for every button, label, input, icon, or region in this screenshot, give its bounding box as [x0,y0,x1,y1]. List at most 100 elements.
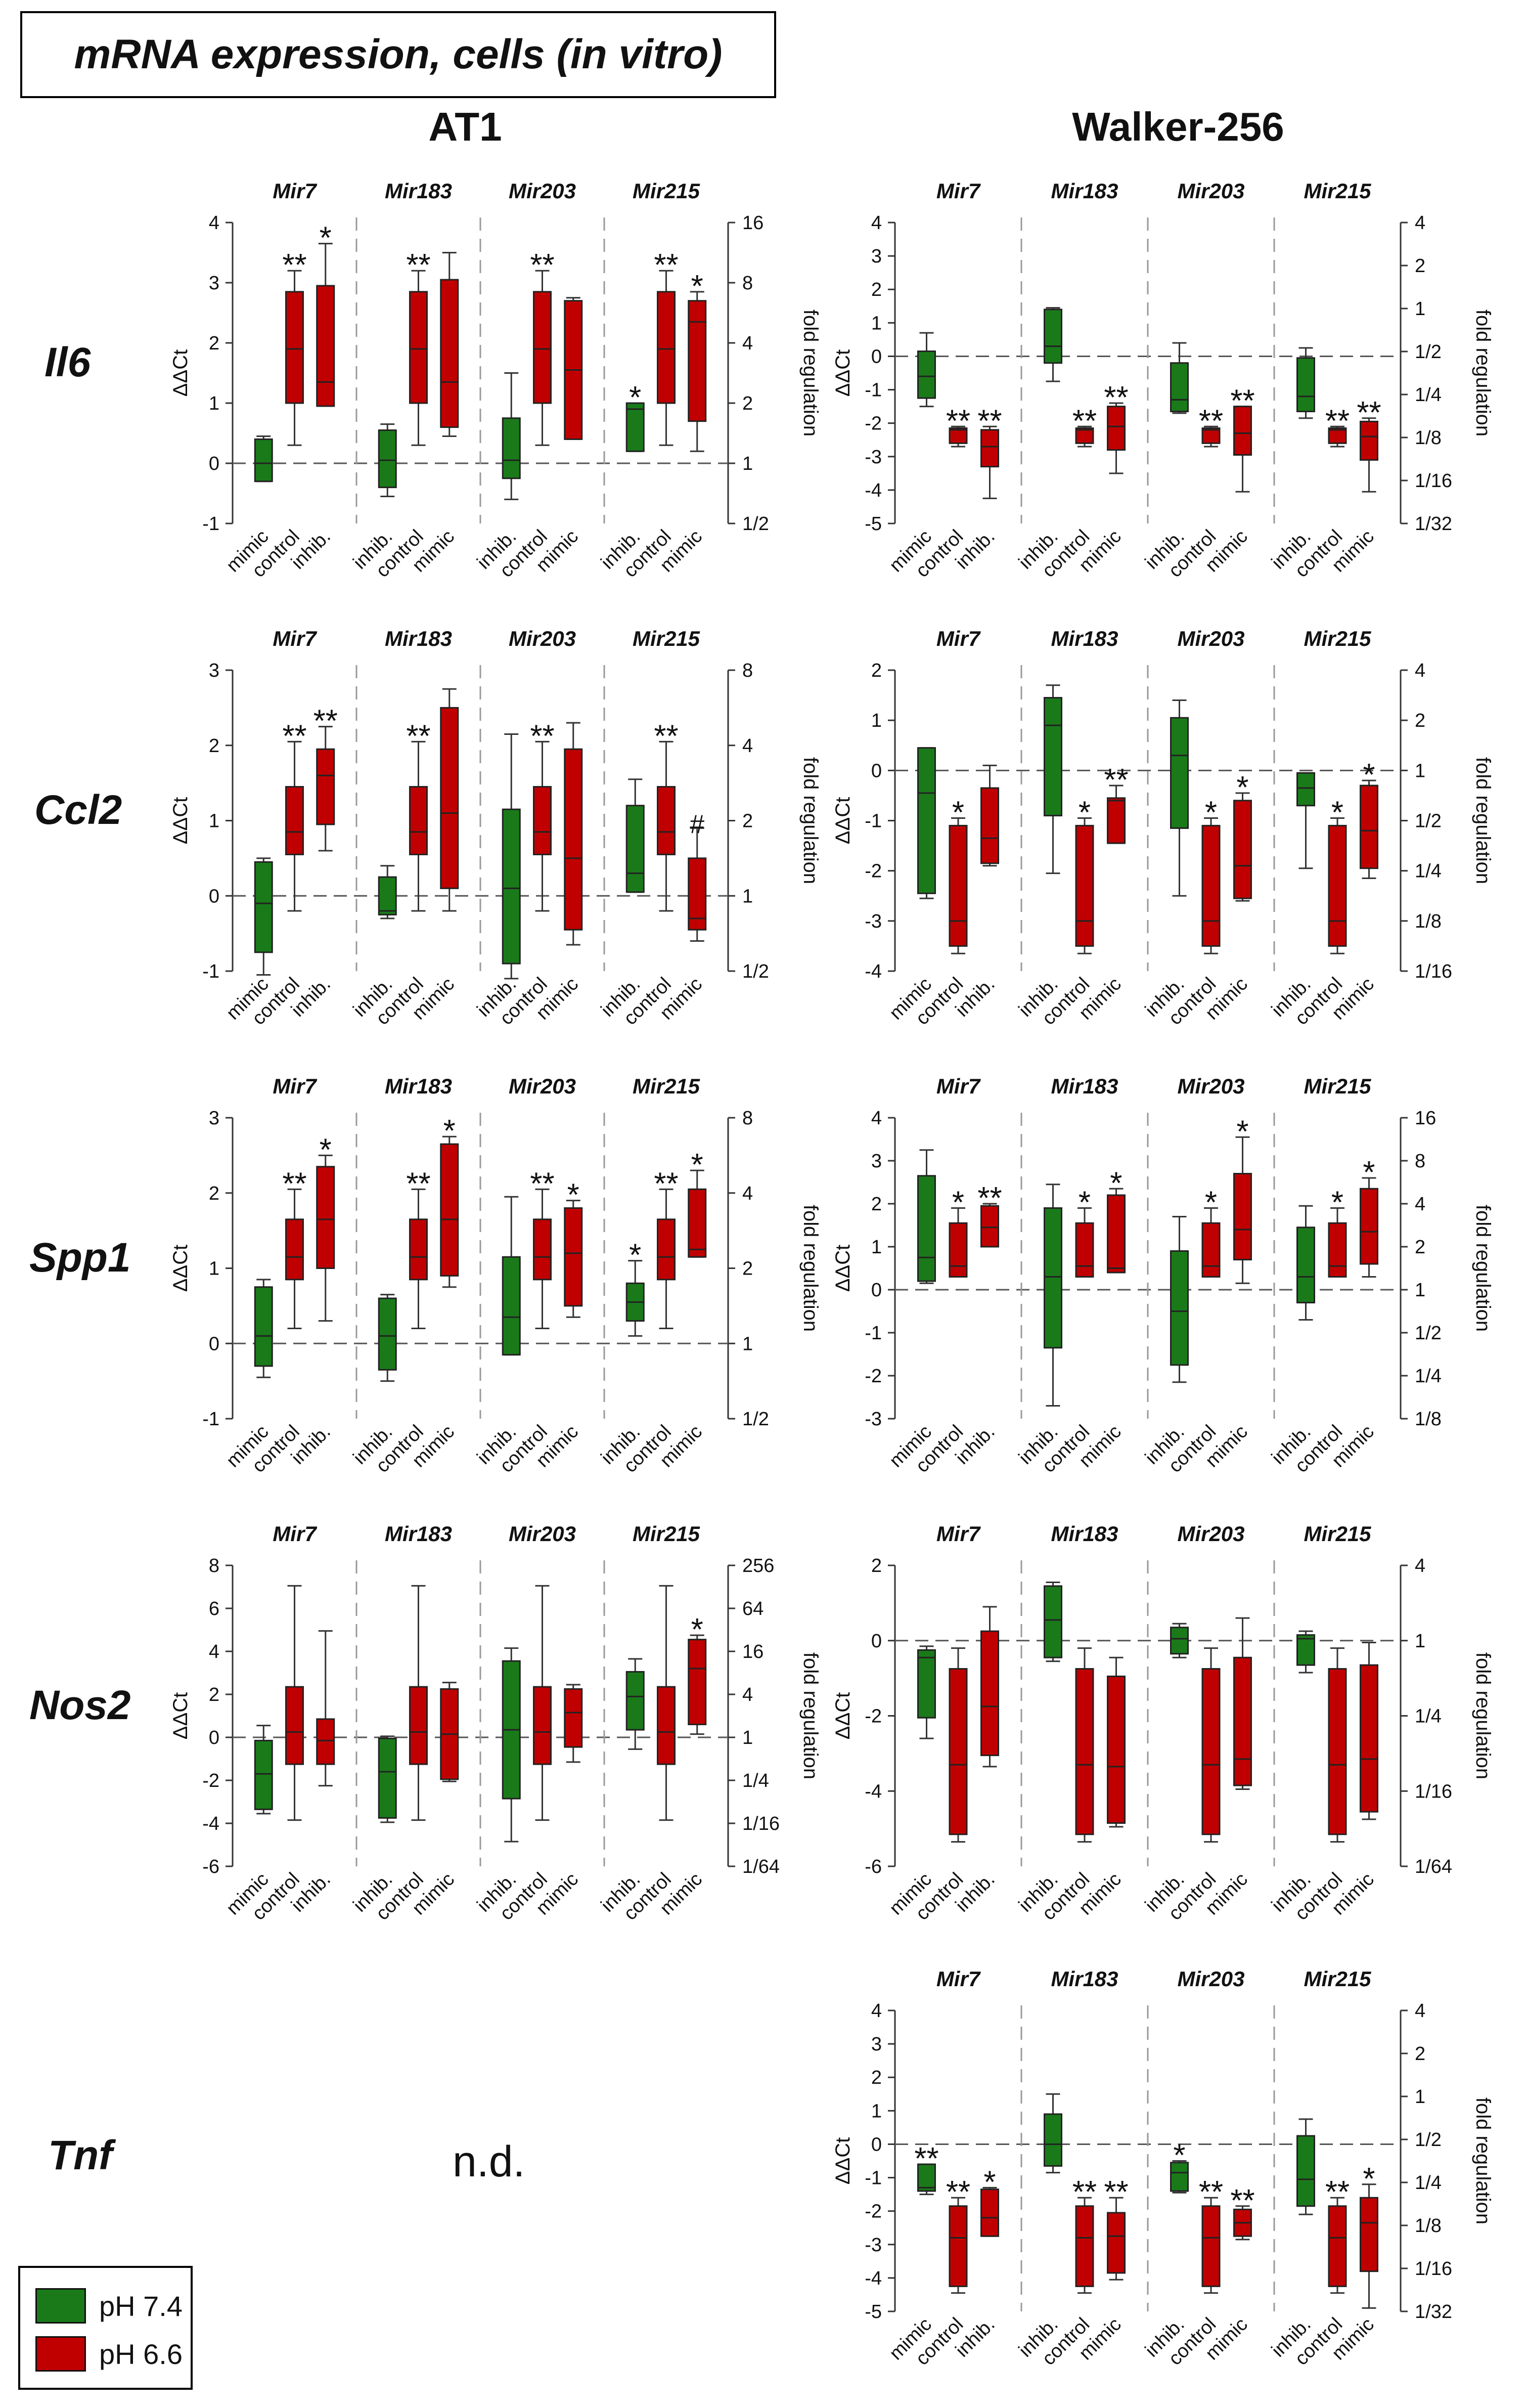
panel7-box-red [980,1630,999,1757]
panel2-significance-marker: ** [406,719,430,754]
panel0-mirna-label: Mir215 [633,179,700,203]
panel7-left-tick-label: -6 [865,1856,882,1877]
panel5-box-green [1296,1227,1315,1303]
panel8-significance-marker: ** [914,2141,938,2176]
panel2-right-tick-label: 1 [742,886,753,907]
panel1-box-red [1075,427,1094,444]
panel4-right-tick-label: 4 [742,1183,753,1204]
panel1-significance-marker: ** [1357,396,1381,430]
panel8-right-tick-label: 4 [1415,2000,1425,2022]
panel8-right-axis-label: fold regulation [1472,2097,1494,2224]
panel8-left-tick-label: -1 [865,2168,882,2189]
panel0-left-tick-label: 2 [209,333,219,354]
panel1-box-red [1201,427,1221,444]
panel6-right-tick-label: 4 [742,1684,753,1705]
panel3-left-tick-label: 1 [871,710,882,731]
panel3-right-tick-label: 1/4 [1415,861,1442,882]
panel1-box-green [917,351,936,399]
panel8-significance-marker: * [1363,2162,1375,2197]
legend-item-ph66: pH 6.6 [35,2336,183,2372]
panel3-left-tick-label: -2 [865,861,882,882]
panel5-left-tick-label: 0 [871,1280,882,1301]
panel4-y-axis-label: ΔΔCt [169,1245,192,1292]
panel8-right-tick-label: 1 [1415,2086,1425,2108]
panel0-box-red [316,285,335,407]
panel2-mirna-label: Mir7 [273,627,317,650]
panel8-significance-marker: ** [1325,2175,1350,2210]
panel1-left-tick-label: -4 [865,480,882,501]
panel3-significance-marker: * [952,796,964,830]
panel7-right-tick-label: 1/64 [1415,1856,1452,1877]
gene-label-nos2: Nos2 [29,1682,131,1728]
panel6-right-tick-label: 1/64 [742,1856,780,1877]
panel1-left-tick-label: -2 [865,413,882,434]
panel5-left-tick-label: 1 [871,1237,882,1258]
panel7-mirna-label: Mir215 [1304,1522,1371,1546]
panel0-box-red [657,291,676,404]
figure-title-box: mRNA expression, cells (in vitro) [20,11,776,98]
panel1-box-red [1233,406,1252,456]
panel3-box-green [1170,717,1189,829]
panel4-right-tick-label: 1/2 [742,1409,769,1430]
panel4-box-red [688,1188,707,1258]
panel1-significance-marker: ** [1325,404,1350,439]
panel5-box-red [949,1222,968,1278]
panel3-box-red [1360,784,1378,869]
panel6-box-green [378,1737,397,1819]
panel3-mirna-label: Mir7 [936,627,981,650]
panel4-significance-marker: ** [282,1166,306,1201]
panel3-right-tick-label: 2 [1415,710,1425,731]
panel6-right-tick-label: 1 [742,1727,753,1748]
panel1-y-axis-label: ΔΔCt [832,349,854,397]
panel5-left-tick-label: -2 [865,1366,882,1387]
panel0-left-tick-label: 1 [209,393,219,414]
panel3-box-red [1107,797,1126,844]
panel1-right-tick-label: 2 [1415,255,1425,277]
panel3-left-tick-label: -3 [865,911,882,932]
panel0-right-tick-label: 16 [742,212,764,234]
panel2-left-tick-label: 0 [209,886,219,907]
panel8-right-tick-label: 1/8 [1415,2215,1442,2237]
panel8-box-red [1328,2205,1347,2287]
panel5-significance-marker: * [1363,1155,1375,1190]
legend-swatch-green [35,2288,86,2324]
panel7-right-tick-label: 1 [1415,1631,1425,1652]
panel6-box-red [564,1688,583,1748]
panel4-box-red [440,1143,459,1277]
panel3-box-green [917,747,936,894]
panel0-right-tick-label: 4 [742,333,753,354]
panel6-right-tick-label: 16 [742,1641,764,1662]
panel8-left-tick-label: 4 [871,2000,882,2022]
panel2-box-red [285,786,304,855]
panel6-right-tick-label: 256 [742,1555,774,1577]
panel8-significance-marker: ** [1230,2183,1254,2218]
gene-label-ccl2: Ccl2 [34,787,122,833]
panel7-right-tick-label: 4 [1415,1555,1425,1577]
panel0-significance-marker: ** [282,248,306,283]
panel5-mirna-label: Mir183 [1051,1074,1118,1098]
panel8-significance-marker: ** [1104,2175,1128,2210]
panel5-right-tick-label: 1/4 [1415,1366,1442,1387]
panel7-mirna-label: Mir7 [936,1522,981,1546]
panel5-right-tick-label: 1/2 [1415,1323,1442,1344]
panel5-right-tick-label: 16 [1415,1108,1436,1129]
panel2-right-tick-label: 2 [742,811,753,832]
panel4-left-tick-label: 1 [209,1258,219,1280]
panel1-box-red [1328,427,1347,444]
panel1-left-tick-label: 1 [871,313,882,334]
panel4-significance-marker: * [691,1148,703,1183]
panel4-box-green [502,1256,521,1356]
panel6-left-tick-label: -2 [202,1770,219,1791]
panel4-box-green [378,1297,397,1371]
panel2-significance-marker: ** [654,719,678,754]
panel8-left-tick-label: -2 [865,2201,882,2222]
panel4-significance-marker: ** [406,1166,430,1201]
panel6-left-tick-label: -4 [202,1813,219,1834]
panel6-mirna-label: Mir7 [273,1522,317,1546]
panel5-left-tick-label: -3 [865,1409,882,1430]
panel6-left-tick-label: 6 [209,1598,219,1619]
gene-label-spp1: Spp1 [29,1235,131,1281]
panel7-mirna-label: Mir183 [1051,1522,1118,1546]
panel7-left-tick-label: 2 [871,1555,882,1577]
panel5-box-red [1360,1188,1378,1265]
